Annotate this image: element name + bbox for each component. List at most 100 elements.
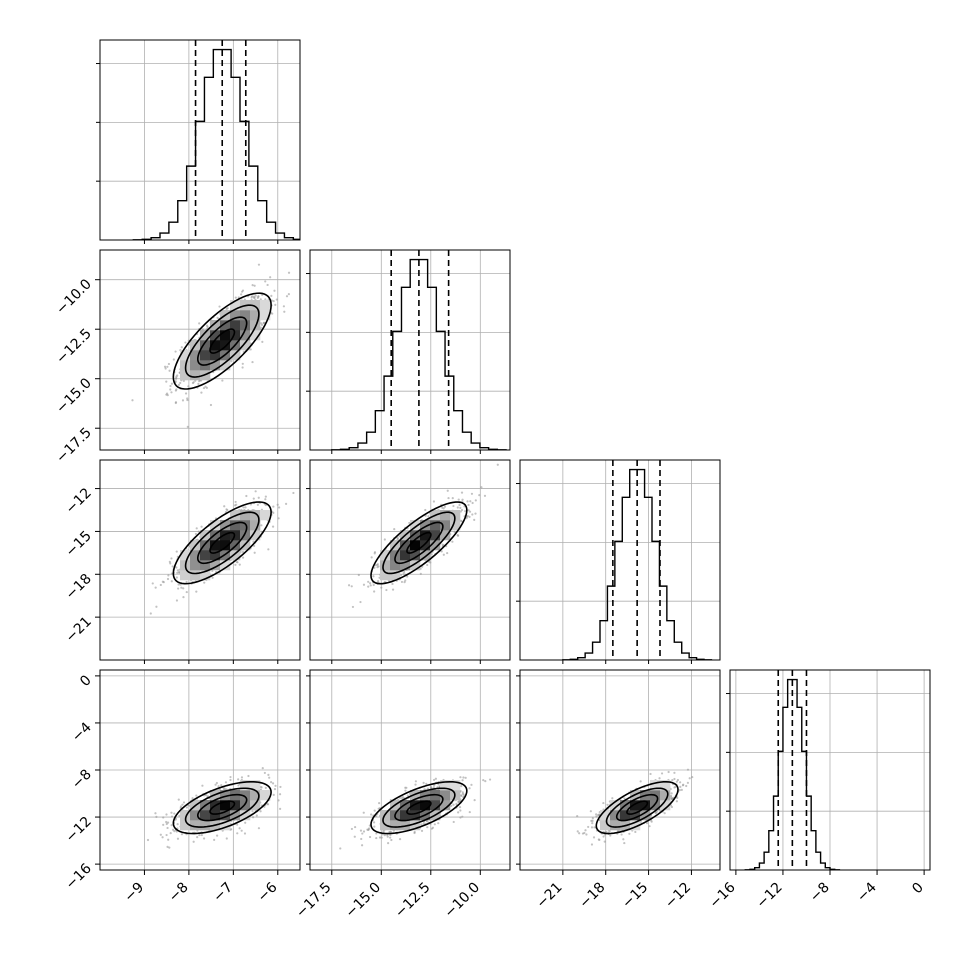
sample-point bbox=[182, 379, 185, 383]
density-cell bbox=[430, 520, 441, 531]
sample-point bbox=[273, 788, 277, 791]
sample-point bbox=[279, 785, 282, 789]
sample-point bbox=[169, 384, 172, 388]
contour-2 bbox=[184, 304, 260, 378]
sample-point bbox=[611, 797, 614, 800]
sample-point bbox=[172, 358, 175, 361]
sample-point bbox=[628, 832, 631, 835]
sample-point bbox=[682, 783, 685, 786]
sample-point bbox=[663, 812, 666, 815]
sample-point bbox=[595, 815, 598, 818]
sample-point bbox=[383, 833, 386, 837]
sample-point bbox=[176, 374, 179, 377]
density-cell bbox=[200, 350, 211, 361]
histogram-1 bbox=[331, 258, 507, 450]
density-cell bbox=[240, 310, 251, 321]
sample-point bbox=[175, 576, 178, 579]
x-tick-label: 0 bbox=[909, 880, 927, 898]
sample-point bbox=[670, 794, 673, 798]
sample-point bbox=[360, 844, 364, 847]
x-tick-label: −4 bbox=[854, 879, 880, 905]
sample-point bbox=[605, 830, 608, 834]
density-cell bbox=[260, 300, 271, 311]
sample-point bbox=[260, 323, 264, 327]
density-cell bbox=[200, 560, 211, 571]
density-cell bbox=[260, 310, 271, 321]
sample-point bbox=[253, 551, 256, 554]
sample-point bbox=[360, 837, 363, 841]
sample-point bbox=[660, 772, 664, 775]
density-cell bbox=[230, 320, 241, 331]
sample-point bbox=[373, 552, 376, 555]
sample-point bbox=[165, 822, 168, 826]
sample-point bbox=[620, 833, 623, 836]
density-cell bbox=[450, 780, 461, 791]
sample-point bbox=[242, 506, 245, 509]
sample-point bbox=[234, 296, 237, 299]
density-cell bbox=[420, 540, 431, 551]
density-cell bbox=[650, 780, 661, 791]
density-cell bbox=[220, 330, 231, 341]
sample-point bbox=[440, 550, 443, 553]
histogram-2 bbox=[562, 468, 713, 660]
sample-point bbox=[174, 377, 178, 380]
sample-point bbox=[576, 830, 579, 833]
density-cell bbox=[440, 780, 451, 791]
sample-point bbox=[595, 813, 598, 816]
sample-point bbox=[256, 503, 259, 506]
sample-point bbox=[178, 814, 181, 817]
density-cell bbox=[200, 550, 211, 561]
sample-point bbox=[426, 787, 430, 790]
density-cell bbox=[220, 810, 231, 821]
density-cell bbox=[410, 820, 421, 831]
density-cell bbox=[180, 350, 191, 361]
sample-point bbox=[462, 776, 465, 779]
sample-point bbox=[191, 797, 194, 800]
density-cell bbox=[240, 510, 251, 521]
density-cell bbox=[210, 540, 221, 551]
density-cell bbox=[420, 800, 431, 811]
density-cell bbox=[250, 300, 261, 311]
sample-point bbox=[170, 391, 173, 394]
sample-point bbox=[209, 403, 213, 407]
sample-point bbox=[187, 385, 190, 388]
sample-point bbox=[225, 508, 228, 511]
x-tick-label: −12 bbox=[754, 880, 786, 912]
sample-point bbox=[175, 599, 179, 602]
density-cell bbox=[230, 300, 241, 311]
sample-point bbox=[473, 799, 476, 802]
sample-point bbox=[220, 784, 223, 787]
sample-point bbox=[271, 312, 274, 315]
sample-point bbox=[461, 779, 464, 782]
sample-point bbox=[585, 833, 588, 836]
density-cell bbox=[220, 520, 231, 531]
sample-point bbox=[622, 838, 625, 841]
sample-point bbox=[174, 350, 177, 353]
sample-point bbox=[218, 305, 221, 308]
sample-point bbox=[173, 830, 176, 833]
sample-point bbox=[244, 821, 247, 824]
contour-3 bbox=[172, 501, 272, 585]
sample-point bbox=[214, 783, 217, 786]
sample-point bbox=[362, 583, 366, 586]
sample-point bbox=[176, 823, 179, 826]
contour-1 bbox=[394, 521, 444, 565]
density-cell bbox=[200, 540, 211, 551]
sample-point bbox=[376, 580, 380, 583]
sample-point bbox=[179, 381, 182, 385]
sample-point bbox=[251, 284, 254, 287]
sample-point bbox=[461, 791, 464, 794]
contour-1 bbox=[196, 316, 248, 366]
sample-point bbox=[200, 525, 203, 528]
density-cell bbox=[230, 350, 241, 361]
sample-point bbox=[645, 821, 649, 825]
sample-point bbox=[367, 585, 370, 588]
sample-point bbox=[240, 776, 244, 779]
y-tick-label: −15 bbox=[63, 528, 95, 560]
density-cell bbox=[380, 560, 391, 571]
sample-point bbox=[648, 825, 651, 828]
density-cell bbox=[210, 320, 221, 331]
x-tick-label: −8 bbox=[807, 880, 833, 906]
sample-point bbox=[390, 838, 393, 842]
sample-point bbox=[166, 365, 169, 368]
